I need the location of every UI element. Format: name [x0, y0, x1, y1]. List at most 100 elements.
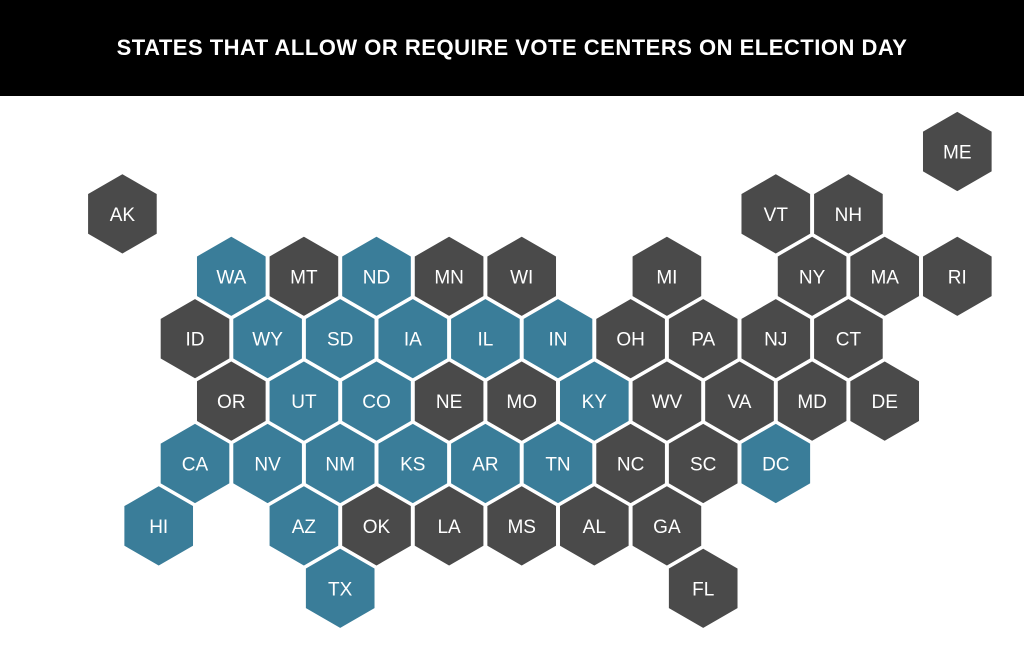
- state-hex-wa: [195, 234, 268, 318]
- state-tile-wy: WY: [231, 297, 304, 381]
- state-label-ri: RI: [948, 267, 967, 288]
- state-tile-id: ID: [159, 297, 231, 381]
- state-tile-pa: PA: [667, 297, 740, 381]
- state-label-mt: MT: [290, 267, 318, 288]
- state-label-ne: NE: [436, 392, 462, 413]
- state-hex-mn: [413, 234, 485, 318]
- state-hex-oh: [594, 297, 667, 381]
- state-hex-in: [522, 297, 594, 381]
- state-hex-il: [449, 297, 522, 381]
- state-hex-wv: [631, 359, 703, 443]
- state-hexagons: ME AK VT NH WA MT ND MN WI MI NY MA RI ID WY SD IA IL IN OH…: [86, 110, 994, 630]
- state-label-tn: TN: [545, 455, 570, 476]
- state-hex-fl: [667, 546, 740, 630]
- state-hex-ar: [449, 422, 522, 505]
- state-hex-al: [558, 484, 631, 568]
- state-tile-nc: NC: [594, 422, 667, 505]
- state-hex-ma: [848, 234, 921, 318]
- state-label-ny: NY: [799, 267, 826, 288]
- state-hex-ga: [631, 484, 703, 568]
- state-label-dc: DC: [762, 455, 789, 476]
- state-label-ga: GA: [653, 517, 681, 538]
- state-hex-dc: [739, 422, 812, 505]
- state-hex-de: [848, 359, 921, 443]
- state-label-mn: MN: [434, 267, 464, 288]
- state-hex-ms: [485, 484, 558, 568]
- state-hex-ky: [558, 359, 631, 443]
- map-title: STATES THAT ALLOW OR REQUIRE VOTE CENTER…: [116, 35, 908, 60]
- state-hex-wi: [485, 234, 558, 318]
- state-label-sc: SC: [690, 455, 716, 476]
- state-hex-ri: [921, 234, 994, 318]
- state-tile-az: AZ: [268, 484, 340, 568]
- state-hex-tn: [522, 422, 594, 505]
- state-label-ia: IA: [404, 330, 422, 351]
- state-label-ct: CT: [836, 330, 862, 351]
- state-hex-vt: [739, 172, 812, 256]
- state-hex-sd: [304, 297, 377, 381]
- state-label-nj: NJ: [764, 330, 787, 351]
- state-label-ca: CA: [182, 455, 209, 476]
- state-tile-ut: UT: [268, 359, 340, 443]
- state-tile-la: LA: [413, 484, 485, 568]
- state-tile-ks: KS: [376, 422, 449, 505]
- state-label-ms: MS: [507, 517, 536, 538]
- state-tile-vt: VT: [739, 172, 812, 256]
- state-label-oh: OH: [616, 330, 645, 351]
- state-hex-sc: [667, 422, 740, 505]
- state-tile-or: OR: [195, 359, 268, 443]
- state-tile-mn: MN: [413, 234, 485, 318]
- state-tile-ak: AK: [86, 172, 159, 256]
- state-tile-ga: GA: [631, 484, 703, 568]
- state-hex-mt: [268, 234, 340, 318]
- state-hex-mi: [631, 234, 703, 318]
- state-label-nc: NC: [617, 455, 644, 476]
- state-hex-ia: [376, 297, 449, 381]
- state-tile-nm: NM: [304, 422, 377, 505]
- state-label-wy: WY: [252, 330, 283, 351]
- state-tile-ky: KY: [558, 359, 631, 443]
- state-tile-md: MD: [776, 359, 848, 443]
- state-tile-al: AL: [558, 484, 631, 568]
- state-hex-ct: [812, 297, 885, 381]
- state-label-or: OR: [217, 392, 246, 413]
- state-hex-wy: [231, 297, 304, 381]
- state-hex-az: [268, 484, 340, 568]
- state-label-al: AL: [583, 517, 606, 538]
- state-label-ma: MA: [870, 267, 899, 288]
- state-tile-ny: NY: [776, 234, 848, 318]
- state-hex-co: [340, 359, 413, 443]
- state-label-wa: WA: [216, 267, 246, 288]
- state-label-nm: NM: [325, 455, 355, 476]
- state-hex-nj: [739, 297, 812, 381]
- state-tile-ct: CT: [812, 297, 885, 381]
- state-label-az: AZ: [292, 517, 317, 538]
- state-hex-ok: [340, 484, 413, 568]
- state-tile-mt: MT: [268, 234, 340, 318]
- state-hex-ca: [159, 422, 231, 505]
- state-tile-mi: MI: [631, 234, 703, 318]
- state-hex-nm: [304, 422, 377, 505]
- state-tile-hi: HI: [122, 484, 195, 568]
- state-label-wi: WI: [510, 267, 533, 288]
- state-tile-dc: DC: [739, 422, 812, 505]
- state-hex-ne: [413, 359, 485, 443]
- state-label-me: ME: [943, 143, 972, 164]
- state-label-nd: ND: [363, 267, 390, 288]
- state-tile-de: DE: [848, 359, 921, 443]
- state-tile-wi: WI: [485, 234, 558, 318]
- state-tile-nv: NV: [231, 422, 304, 505]
- state-hex-md: [776, 359, 848, 443]
- state-label-il: IL: [477, 330, 493, 351]
- state-tile-sd: SD: [304, 297, 377, 381]
- state-label-mi: MI: [656, 267, 677, 288]
- state-label-sd: SD: [327, 330, 353, 351]
- state-hex-nh: [812, 172, 885, 256]
- state-tile-ia: IA: [376, 297, 449, 381]
- state-label-ak: AK: [110, 205, 136, 226]
- state-label-ky: KY: [582, 392, 608, 413]
- state-tile-wa: WA: [195, 234, 268, 318]
- state-label-in: IN: [549, 330, 568, 351]
- state-label-la: LA: [437, 517, 461, 538]
